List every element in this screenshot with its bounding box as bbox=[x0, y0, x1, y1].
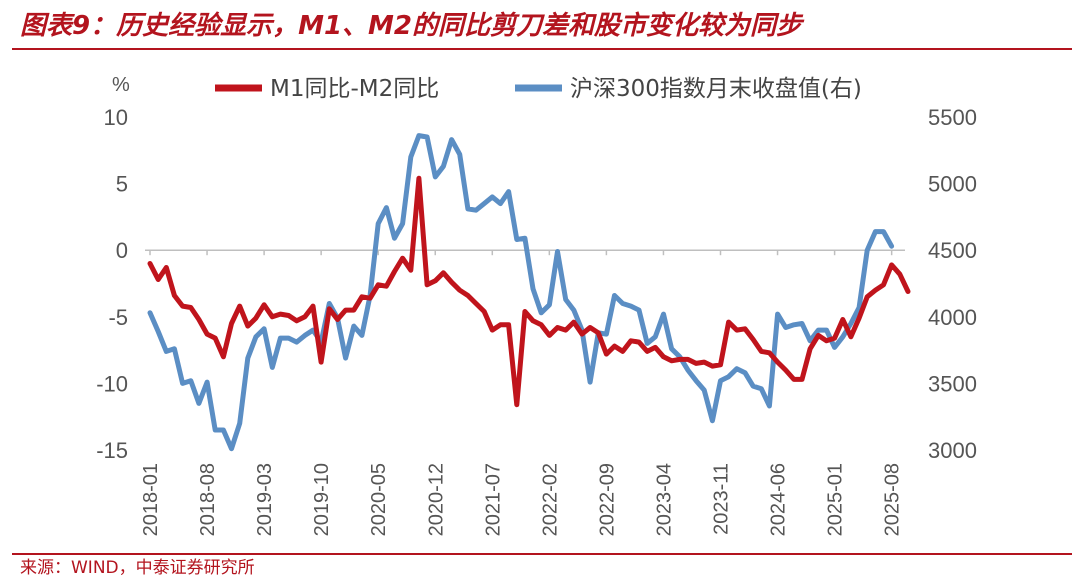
x-tick-label: 2020-12 bbox=[425, 463, 447, 536]
x-tick-label: 2025-08 bbox=[882, 463, 904, 536]
legend-hs300-label: 沪深300指数月末收盘值(右) bbox=[570, 76, 862, 102]
x-tick-label: 2024-06 bbox=[768, 463, 790, 536]
series-m1m2-line bbox=[147, 175, 911, 408]
left-tick-label: -10 bbox=[96, 371, 128, 396]
x-tick-label: 2025-01 bbox=[825, 463, 847, 536]
x-tick-label: 2019-03 bbox=[254, 463, 276, 536]
axes: 10 5 0 -5 -10 -15 5500 5000 4500 4000 3500 3000 2018… bbox=[96, 105, 977, 536]
chart-legend: M1同比-M2同比 沪深300指数月末收盘值(右) bbox=[215, 76, 862, 102]
x-tick-label: 2021-07 bbox=[482, 463, 504, 536]
right-tick-label: 3000 bbox=[928, 438, 977, 463]
title-rule bbox=[12, 48, 1072, 50]
x-tick-label: 2022-02 bbox=[539, 463, 561, 536]
right-tick-label: 5500 bbox=[928, 105, 977, 130]
left-axis-unit: % bbox=[112, 74, 130, 96]
x-tick-label: 2018-01 bbox=[140, 463, 162, 536]
x-tick-label: 2023-04 bbox=[653, 463, 675, 536]
right-tick-label: 4000 bbox=[928, 305, 977, 330]
x-tick-label: 2019-10 bbox=[311, 463, 333, 536]
figure-title: 图表9：历史经验显示，M1、M2的同比剪刀差和股市变化较为同步 bbox=[20, 11, 803, 41]
left-tick-label: 10 bbox=[104, 105, 128, 130]
legend-m1m2-label: M1同比-M2同比 bbox=[270, 76, 439, 102]
x-tick-label: 2023-11 bbox=[711, 463, 733, 535]
x-tick-label: 2022-09 bbox=[596, 463, 618, 536]
source-note: 来源：WIND，中泰证券研究所 bbox=[20, 558, 255, 578]
left-tick-label: -5 bbox=[108, 305, 128, 330]
right-tick-label: 5000 bbox=[928, 172, 977, 197]
left-tick-label: 0 bbox=[116, 238, 128, 263]
left-tick-label: -15 bbox=[96, 438, 128, 463]
right-tick-label: 3500 bbox=[928, 371, 977, 396]
left-tick-label: 5 bbox=[116, 172, 128, 197]
right-tick-label: 4500 bbox=[928, 238, 977, 263]
source-rule bbox=[12, 553, 1072, 555]
series-layer bbox=[147, 133, 911, 452]
x-tick-label: 2018-08 bbox=[197, 463, 219, 536]
x-tick-label: 2020-05 bbox=[368, 463, 390, 536]
series-hs300-line bbox=[147, 133, 895, 452]
